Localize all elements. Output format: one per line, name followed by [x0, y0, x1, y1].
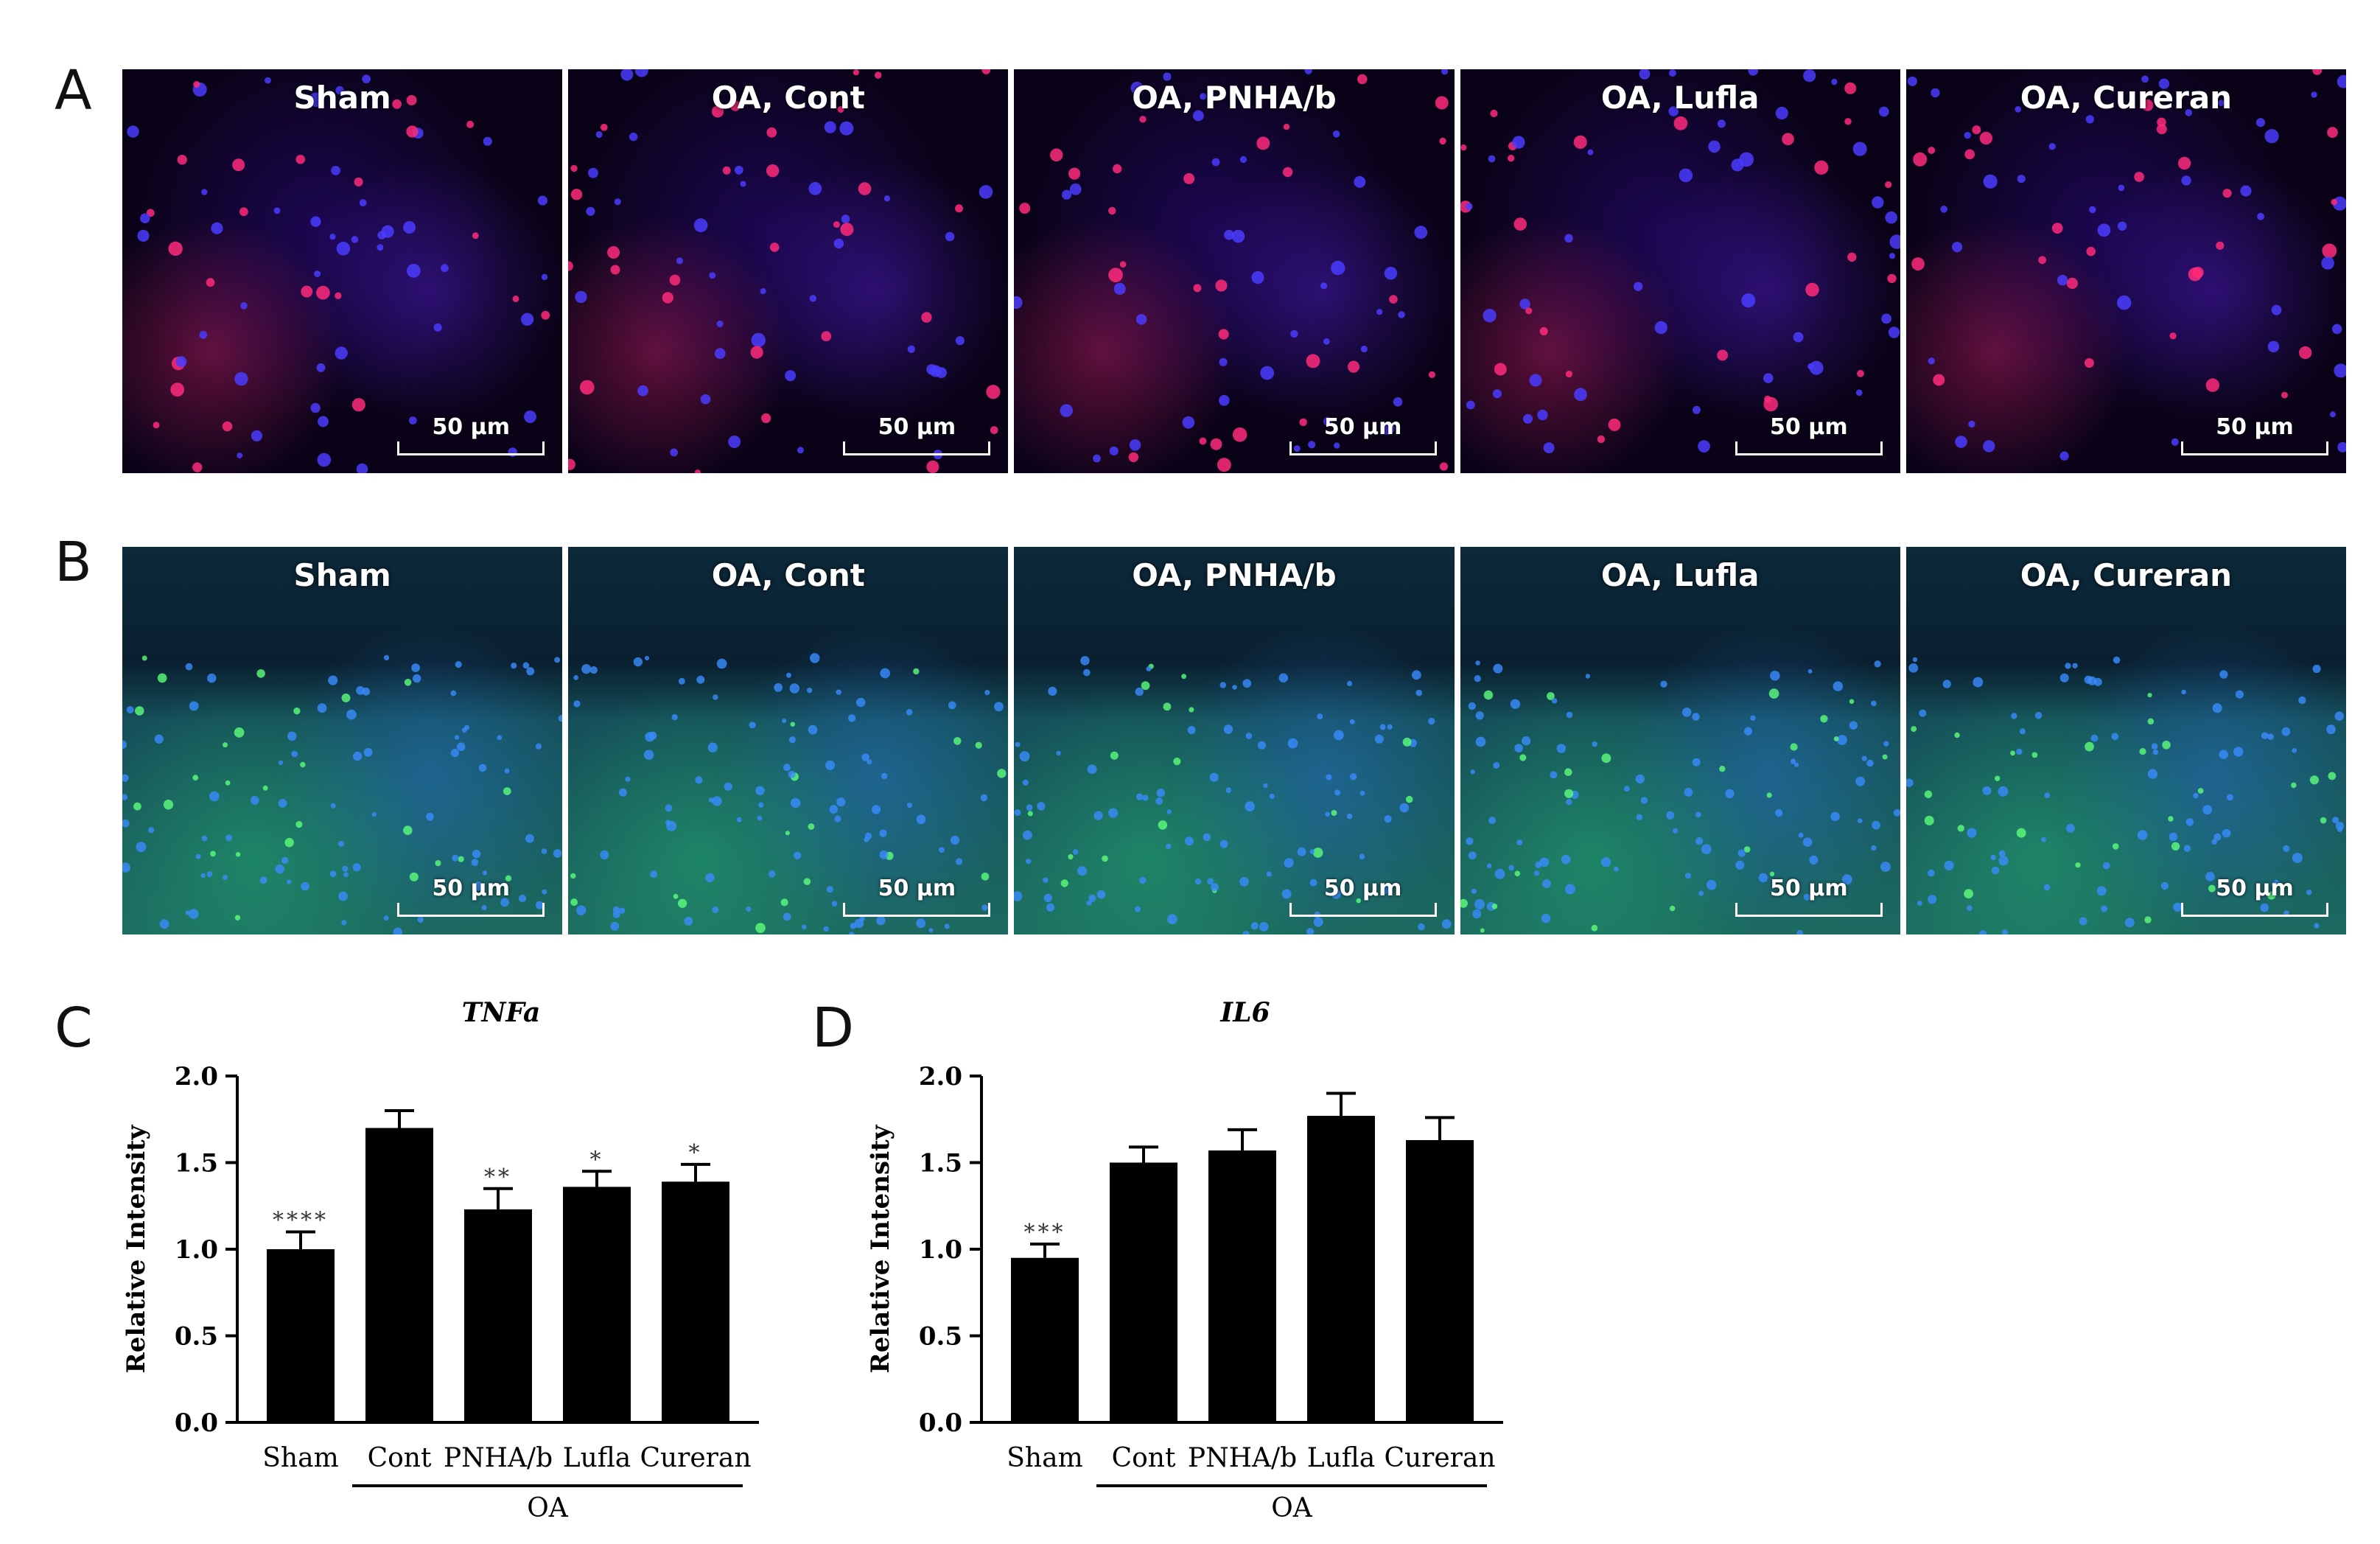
scale-bar: 50 μm: [1735, 876, 1883, 917]
y-axis-label: Relative Intensity: [866, 1124, 895, 1373]
bar: [563, 1187, 631, 1422]
bar: [662, 1181, 729, 1422]
x-tick-label: Sham: [1007, 1443, 1082, 1473]
micro-image: OA, Cureran 50 μm: [1905, 547, 2347, 935]
y-tick-label: 2.0: [175, 1062, 218, 1091]
x-tick-label: Cureran: [640, 1443, 751, 1473]
image-label: Sham: [293, 557, 391, 593]
microscopy-row-b: Sham 50 μm OA, Cont 50 μm OA, PNHA/b 50 μm …: [122, 547, 2347, 935]
cell-nuclei: [568, 69, 1001, 473]
bar: [365, 1128, 433, 1422]
cell-nuclei: [1014, 656, 1452, 935]
y-tick-label: 0.0: [919, 1408, 962, 1438]
micro-image: Sham 50 μm: [122, 547, 563, 935]
scale-bar: 50 μm: [397, 414, 545, 455]
scale-bar: 50 μm: [843, 876, 991, 917]
image-label: OA, Lufla: [1600, 557, 1760, 593]
panel-letter-b: B: [55, 531, 92, 594]
x-tick-label: Lufla: [563, 1443, 631, 1473]
significance-label: *: [689, 1140, 703, 1166]
x-tick-label: Cont: [1112, 1443, 1176, 1473]
bar: [1208, 1150, 1276, 1422]
scale-bar-label: 50 μm: [2216, 876, 2294, 901]
cell-nuclei: [1460, 660, 1900, 935]
micro-image: OA, PNHA/b 50 μm: [1014, 547, 1455, 935]
micro-image: OA, Lufla 50 μm: [1460, 547, 1900, 935]
y-tick-label: 0.5: [919, 1322, 962, 1352]
y-tick-label: 0.5: [175, 1322, 218, 1352]
scale-bar: 50 μm: [843, 414, 991, 455]
y-tick-label: 0.0: [175, 1408, 218, 1438]
micro-image: OA, Cont 50 μm: [568, 547, 1009, 935]
scale-bar: 50 μm: [1735, 414, 1883, 455]
y-tick-label: 2.0: [919, 1062, 962, 1091]
image-label: OA, Lufla: [1600, 80, 1760, 116]
scale-bar-label: 50 μm: [1323, 876, 1402, 901]
x-tick-label: PNHA/b: [1188, 1443, 1297, 1473]
x-tick-label: Cont: [368, 1443, 432, 1473]
micro-image: Sham 50 μm: [122, 69, 563, 473]
bar: [267, 1249, 335, 1422]
image-label: OA, PNHA/b: [1132, 557, 1337, 593]
cell-nuclei: [127, 74, 550, 473]
x-tick-label: Sham: [262, 1443, 338, 1473]
y-tick-label: 1.0: [919, 1235, 962, 1265]
group-label: OA: [527, 1493, 569, 1523]
x-tick-label: PNHA/b: [444, 1443, 553, 1473]
cell-nuclei: [1907, 69, 2347, 461]
micro-image: OA, Cureran 50 μm: [1905, 69, 2347, 473]
y-tick-label: 1.0: [175, 1235, 218, 1265]
bar: [1406, 1139, 1474, 1422]
cell-nuclei: [1460, 69, 1900, 454]
scale-bar: 50 μm: [1289, 876, 1437, 917]
scale-bar: 50 μm: [397, 876, 545, 917]
scale-bar: 50 μm: [1289, 414, 1437, 455]
bar: [464, 1209, 532, 1422]
microscopy-row-a: Sham 50 μm OA, Cont 50 μm OA, PNHA/b 50 μm …: [122, 69, 2347, 473]
cell-nuclei: [122, 654, 563, 935]
scale-bar: 50 μm: [2181, 876, 2329, 917]
scale-bar-label: 50 μm: [878, 876, 956, 901]
panel-letter-c: C: [55, 996, 93, 1060]
micro-image: OA, PNHA/b 50 μm: [1014, 69, 1455, 473]
scale-bar-label: 50 μm: [1770, 414, 1848, 440]
y-tick-label: 1.5: [175, 1149, 218, 1178]
il6-bar-chart: IL6 Relative Intensity 0.0 0.5 1.0 1.5 2.0 *** S…: [866, 997, 1503, 1523]
image-label: OA, PNHA/b: [1132, 80, 1337, 116]
scale-bar-label: 50 μm: [432, 414, 510, 440]
chart-title: TNFa: [462, 997, 541, 1028]
cell-nuclei: [570, 653, 1007, 935]
significance-label: ****: [273, 1208, 329, 1234]
micro-image: OA, Cont 50 μm: [568, 69, 1009, 473]
scale-bar: 50 μm: [2181, 414, 2329, 455]
scale-bar-label: 50 μm: [1770, 876, 1848, 901]
significance-label: ***: [1024, 1220, 1066, 1246]
y-axis-label: Relative Intensity: [122, 1124, 151, 1373]
scale-bar-label: 50 μm: [432, 876, 510, 901]
panel-letter-d: D: [812, 996, 854, 1060]
scale-bar-label: 50 μm: [1323, 414, 1402, 440]
bar: [1011, 1257, 1079, 1422]
bar: [1110, 1162, 1177, 1422]
image-label: OA, Cureran: [2020, 80, 2233, 116]
x-tick-label: Lufla: [1307, 1443, 1376, 1473]
panel-letter-a: A: [55, 59, 92, 122]
image-label: OA, Cont: [711, 80, 865, 116]
micro-image: OA, Lufla 50 μm: [1460, 69, 1900, 473]
significance-label: *: [590, 1147, 604, 1173]
image-label: OA, Cont: [711, 557, 865, 593]
bar: [1307, 1116, 1375, 1422]
scale-bar-label: 50 μm: [2216, 414, 2294, 440]
scale-bar-label: 50 μm: [878, 414, 956, 440]
image-label: Sham: [293, 80, 391, 116]
y-tick-label: 1.5: [919, 1149, 962, 1178]
significance-label: **: [484, 1164, 512, 1190]
image-label: OA, Cureran: [2020, 557, 2233, 593]
chart-title: IL6: [1219, 997, 1270, 1028]
cell-nuclei: [1905, 656, 2345, 935]
cell-nuclei: [1014, 69, 1449, 472]
x-tick-label: Cureran: [1384, 1443, 1495, 1473]
group-label: OA: [1271, 1493, 1313, 1523]
